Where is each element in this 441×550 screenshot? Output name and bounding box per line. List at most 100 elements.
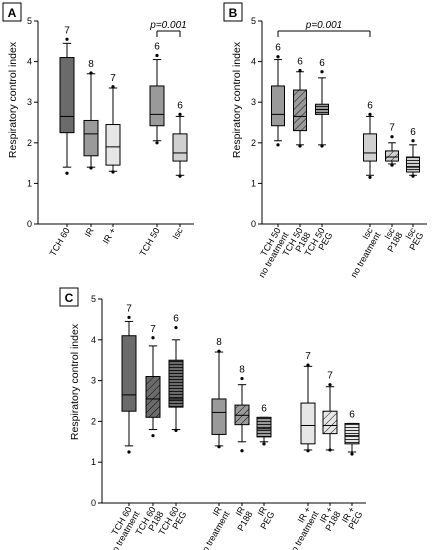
box-hatch — [323, 411, 337, 434]
n-label: 7 — [150, 324, 156, 335]
n-label: 6 — [319, 58, 325, 69]
x-tick-label: IR +PEG — [339, 505, 365, 531]
outlier-point — [178, 112, 182, 116]
p-value-label: p=0.001 — [305, 20, 342, 31]
x-tick-label: TCH 50 — [138, 226, 162, 258]
outlier-point — [111, 170, 115, 174]
box-body — [149, 85, 165, 127]
x-tick-label: IR +P188 — [316, 505, 343, 533]
p-value-label: p=0.001 — [149, 20, 186, 31]
y-axis-title: Respiratory control index — [7, 41, 19, 158]
n-label: 6 — [349, 409, 355, 420]
x-tick-label: IR +no treatment — [279, 505, 321, 550]
outlier-point — [390, 135, 394, 139]
y-tick-label: 5 — [91, 294, 96, 304]
y-tick-label: 4 — [91, 335, 96, 345]
box-7: 7 IR +P188 — [316, 371, 343, 533]
y-tick-label: 2 — [251, 138, 256, 148]
box-5: 6 IscPEG — [400, 127, 426, 252]
x-tick-label: TCH 50PEG — [303, 226, 335, 262]
box-hatch — [257, 417, 271, 437]
box-hatch — [345, 423, 359, 444]
box-body — [300, 402, 316, 445]
outlier-point — [65, 37, 69, 41]
outlier-point — [368, 175, 372, 179]
x-tick-label-line: TCH 60 — [48, 226, 72, 258]
outlier-point — [262, 442, 266, 446]
outlier-point — [411, 174, 415, 178]
y-tick-label: 3 — [91, 376, 96, 386]
x-tick-label: IscP188 — [378, 226, 405, 254]
outlier-point — [155, 141, 159, 145]
outlier-point — [350, 452, 354, 456]
panel-letter-box — [223, 2, 243, 22]
n-label: 6 — [261, 403, 267, 414]
x-tick-label-line: Isc — [170, 226, 185, 241]
x-tick-label: IRno treatment — [190, 505, 232, 550]
outlier-point — [320, 144, 324, 148]
outlier-point — [328, 448, 332, 452]
n-label: 6 — [173, 314, 179, 325]
panel-letter: A — [8, 6, 17, 20]
significance-bracket: p=0.001 — [149, 20, 187, 37]
outlier-point — [298, 68, 302, 73]
y-tick-label: 0 — [27, 219, 32, 229]
outlier-point — [240, 376, 244, 381]
box-4: 6 Isc — [170, 100, 188, 241]
y-tick-label: 4 — [27, 57, 32, 67]
y-tick-label: 5 — [251, 16, 256, 26]
x-tick-label: IR — [83, 226, 96, 239]
outlier-point — [368, 112, 372, 116]
x-tick-label-line: TCH 50 — [138, 226, 162, 258]
box-8: 6 IR +PEG — [339, 409, 365, 531]
n-label: 7 — [110, 73, 116, 84]
box-3: 6 TCH 50 — [138, 42, 165, 258]
outlier-point — [111, 85, 115, 89]
outlier-point — [65, 171, 69, 175]
box-body — [83, 119, 99, 157]
panel-a: A Respiratory control index 0 1 2 3 4 5 7 TCH 6… — [2, 2, 194, 258]
outlier-point — [127, 450, 131, 454]
n-label: 6 — [177, 100, 183, 111]
x-tick-label-line: IR — [83, 226, 96, 239]
n-label: 7 — [327, 371, 333, 382]
outlier-point — [151, 434, 155, 438]
box-1: 8 IR — [83, 59, 99, 239]
outlier-point — [411, 139, 415, 143]
x-tick-label: IR + — [101, 226, 118, 246]
x-tick-label: IRP188 — [228, 505, 255, 533]
y-tick-label: 1 — [91, 457, 96, 467]
box-hatch — [385, 150, 399, 162]
box-5: 6 IRPEG — [256, 403, 277, 531]
box-6: 7 IR +no treatment — [279, 351, 321, 550]
box-body — [121, 335, 137, 412]
box-4: 7 IscP188 — [378, 123, 405, 254]
outlier-point — [127, 315, 131, 319]
box-3: 6 Iscno treatment — [349, 100, 383, 279]
outlier-point — [89, 71, 93, 75]
n-label: 6 — [154, 42, 160, 53]
plot-area: 0 1 2 3 4 5 7 TCH 60 8 IR 7 IR + 6 TCH 50 6 Isc p=0.001 — [27, 16, 194, 258]
outlier-point — [174, 428, 178, 432]
box-hatch — [146, 376, 160, 418]
box-3: 8 IRno treatment — [190, 337, 232, 550]
box-0: 7 TCH 60 — [48, 25, 75, 258]
outlier-point — [306, 363, 310, 367]
outlier-point — [240, 449, 244, 453]
x-tick-label: IscPEG — [400, 226, 426, 252]
n-label: 7 — [389, 123, 395, 134]
x-tick-label-line: IR + — [101, 226, 118, 246]
x-tick-label: TCH 60 — [48, 226, 72, 258]
n-label: 6 — [367, 100, 373, 111]
y-tick-label: 5 — [27, 16, 32, 26]
outlier-point — [217, 445, 221, 449]
box-body — [363, 133, 377, 162]
y-tick-label: 1 — [251, 178, 256, 188]
box-hatch — [169, 360, 183, 408]
